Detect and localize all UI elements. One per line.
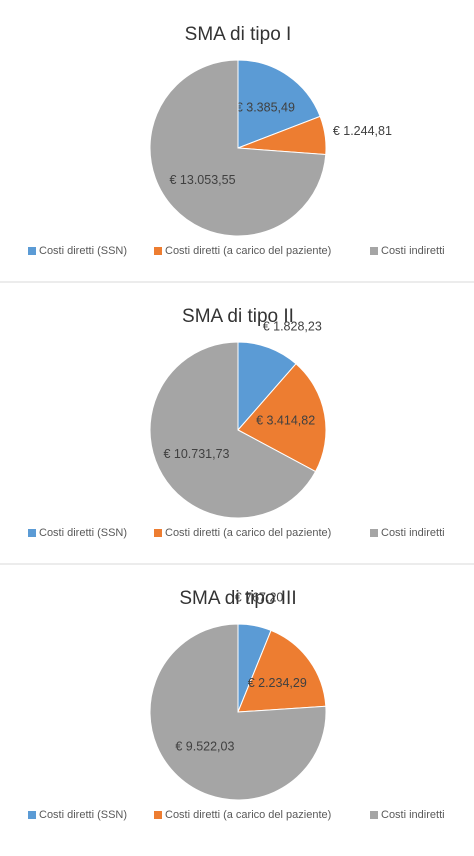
- data-label: € 1.828,23: [263, 319, 322, 333]
- pie-slice: [149, 59, 327, 237]
- legend-swatch: [28, 247, 36, 255]
- pie-slice: [237, 59, 321, 149]
- legend-label: Costi indiretti: [381, 527, 445, 539]
- legend-swatch: [154, 247, 162, 255]
- legend-swatch: [370, 811, 378, 819]
- data-label: € 2.234,29: [248, 676, 307, 690]
- chart-title: SMA di tipo III: [179, 588, 296, 609]
- legend-label: Costi diretti (SSN): [39, 245, 127, 257]
- legend-label: Costi indiretti: [381, 809, 445, 821]
- legend-swatch: [370, 529, 378, 537]
- pie-slice: [149, 341, 317, 519]
- data-label: € 9.522,03: [175, 740, 234, 754]
- legend-swatch: [28, 811, 36, 819]
- legend-label: Costi diretti (SSN): [39, 809, 127, 821]
- legend-swatch: [154, 811, 162, 819]
- chart-title: SMA di tipo I: [185, 24, 292, 45]
- data-label: € 13.053,55: [170, 173, 236, 187]
- pie-slice: [237, 363, 327, 473]
- legend-label: Costi diretti (SSN): [39, 527, 127, 539]
- pie-slice: [149, 623, 327, 801]
- data-label: € 3.414,82: [256, 414, 315, 428]
- data-label: € 1.244,81: [333, 124, 392, 138]
- legend-label: Costi indiretti: [381, 245, 445, 257]
- legend-swatch: [28, 529, 36, 537]
- data-label: € 10.731,73: [163, 447, 229, 461]
- data-label: € 3.385,49: [236, 100, 295, 114]
- chart-title: SMA di tipo II: [182, 306, 294, 327]
- legend-label: Costi diretti (a carico del paziente): [165, 527, 331, 539]
- pie-slice: [237, 341, 297, 432]
- data-label: € 767,20: [235, 590, 284, 604]
- legend-label: Costi diretti (a carico del paziente): [165, 245, 331, 257]
- legend-label: Costi diretti (a carico del paziente): [165, 809, 331, 821]
- legend-swatch: [370, 247, 378, 255]
- pie-slice: [237, 629, 327, 713]
- legend-swatch: [154, 529, 162, 537]
